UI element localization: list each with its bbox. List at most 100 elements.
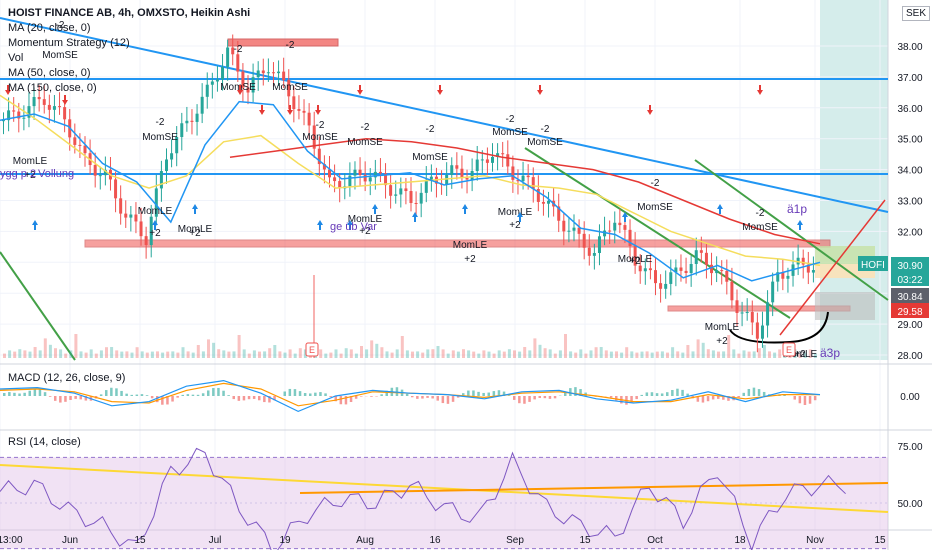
candle-body	[679, 267, 683, 271]
indicator-momentum[interactable]: Momentum Strategy (12)	[8, 37, 130, 49]
indicator-ma50[interactable]: MA (50, close, 0)	[8, 67, 91, 79]
candle-body	[185, 120, 189, 124]
indicator-ma20[interactable]: MA (20, close, 0)	[8, 22, 91, 34]
volume-bar	[441, 349, 445, 358]
macd-histogram-bar	[314, 392, 317, 396]
volume-bar	[411, 351, 414, 358]
macd-histogram-bar	[477, 391, 480, 396]
long-arrow	[797, 220, 803, 230]
candle-body	[419, 192, 423, 204]
macd-histogram-bar	[701, 396, 705, 403]
long-arrow	[412, 212, 418, 222]
volume-bar	[671, 347, 675, 358]
macd-histogram-bar	[706, 396, 710, 402]
ma-price-label-box	[891, 288, 929, 303]
volume-bar	[140, 351, 144, 358]
volume-bar	[681, 352, 685, 358]
macd-histogram-bar	[33, 388, 37, 396]
indicator-ma150[interactable]: MA (150, close, 0)	[8, 82, 97, 94]
macd-histogram-bar	[161, 396, 164, 405]
candle-body	[302, 110, 306, 113]
candle-body	[73, 137, 77, 145]
macd-histogram-bar	[655, 393, 659, 396]
candle-body	[470, 171, 474, 180]
macd-histogram-bar	[309, 393, 312, 396]
macd-histogram-bar	[247, 396, 251, 400]
macd-histogram-bar	[416, 396, 419, 399]
signal-label-plus: +2	[509, 220, 521, 231]
currency-badge[interactable]: SEK	[901, 6, 930, 21]
candle-body	[37, 96, 41, 100]
price-axis: 38.0037.0036.0035.0034.0033.0032.0031.00…	[858, 42, 929, 362]
volume-bar	[701, 342, 705, 358]
volume-bar	[497, 350, 501, 358]
macd-histogram-bar	[411, 396, 414, 398]
volume-bar	[74, 334, 78, 358]
volume-bar	[69, 350, 73, 358]
volume-bar	[171, 351, 175, 358]
macd-histogram-bar	[609, 396, 613, 398]
volume-bar	[375, 343, 379, 358]
rsi-legend[interactable]: RSI (14, close)	[8, 436, 81, 448]
macd-histogram-bar	[482, 392, 485, 396]
volume-bar	[105, 347, 108, 358]
macd-histogram-bar	[145, 395, 149, 396]
macd-histogram-bar	[171, 396, 174, 402]
volume-bar	[487, 351, 491, 358]
volume-bar	[324, 353, 328, 358]
candle-body	[215, 79, 219, 82]
candle-body	[159, 171, 163, 189]
ma20-line	[0, 100, 821, 282]
macd-histogram-bar	[569, 388, 572, 396]
volume-bar	[757, 348, 761, 358]
volume-bar	[222, 350, 226, 358]
macd-tick-label: 0.00	[900, 392, 920, 403]
macd-histogram-bar	[232, 396, 235, 400]
candle-body	[277, 71, 281, 74]
volume-bar	[543, 348, 547, 358]
macd-histogram-bar	[120, 390, 123, 396]
volume-bar	[742, 350, 746, 358]
volume-bar	[686, 345, 690, 358]
volume-bar	[207, 339, 210, 358]
indicator-volume[interactable]: Vol	[8, 52, 24, 64]
momse-label: MomSE	[302, 132, 338, 143]
green-trendline	[0, 251, 76, 361]
volume-bar	[594, 347, 598, 358]
candle-body	[261, 70, 265, 74]
candle-body	[491, 156, 494, 163]
candle-body	[170, 153, 174, 160]
macd-histogram-bar	[645, 392, 649, 396]
volume-bar	[23, 350, 27, 358]
candle-body	[485, 159, 489, 163]
volume-bar	[79, 351, 83, 358]
volume-bar	[38, 350, 42, 358]
candle-body	[378, 171, 382, 174]
volume-bar	[89, 349, 93, 358]
volume-bar	[421, 352, 425, 358]
volume-bar	[237, 335, 241, 358]
long-arrow	[462, 204, 468, 214]
volume-bar	[99, 350, 103, 358]
volume-bar	[502, 351, 506, 358]
candle-body	[236, 54, 240, 72]
volume-bar	[186, 351, 190, 358]
candle-body	[664, 283, 668, 289]
candle-body	[58, 106, 62, 108]
signal-label-plus: +2	[149, 228, 161, 239]
candle-body	[124, 213, 128, 218]
candle-body	[241, 71, 245, 88]
countdown-label: 03:22	[897, 275, 922, 286]
macd-histogram-bar	[385, 390, 388, 396]
candle-body	[389, 185, 393, 196]
volume-bar	[380, 347, 384, 358]
volume-bar	[334, 349, 338, 358]
candle-body	[317, 148, 321, 165]
signal-label-minus: -2	[361, 122, 370, 133]
volume-bar	[676, 351, 680, 358]
candle-body	[399, 188, 403, 195]
signal-label-plus: +2	[189, 228, 201, 239]
price-tick-label: 37.00	[897, 73, 922, 84]
macd-legend[interactable]: MACD (12, 26, close, 9)	[8, 372, 126, 384]
